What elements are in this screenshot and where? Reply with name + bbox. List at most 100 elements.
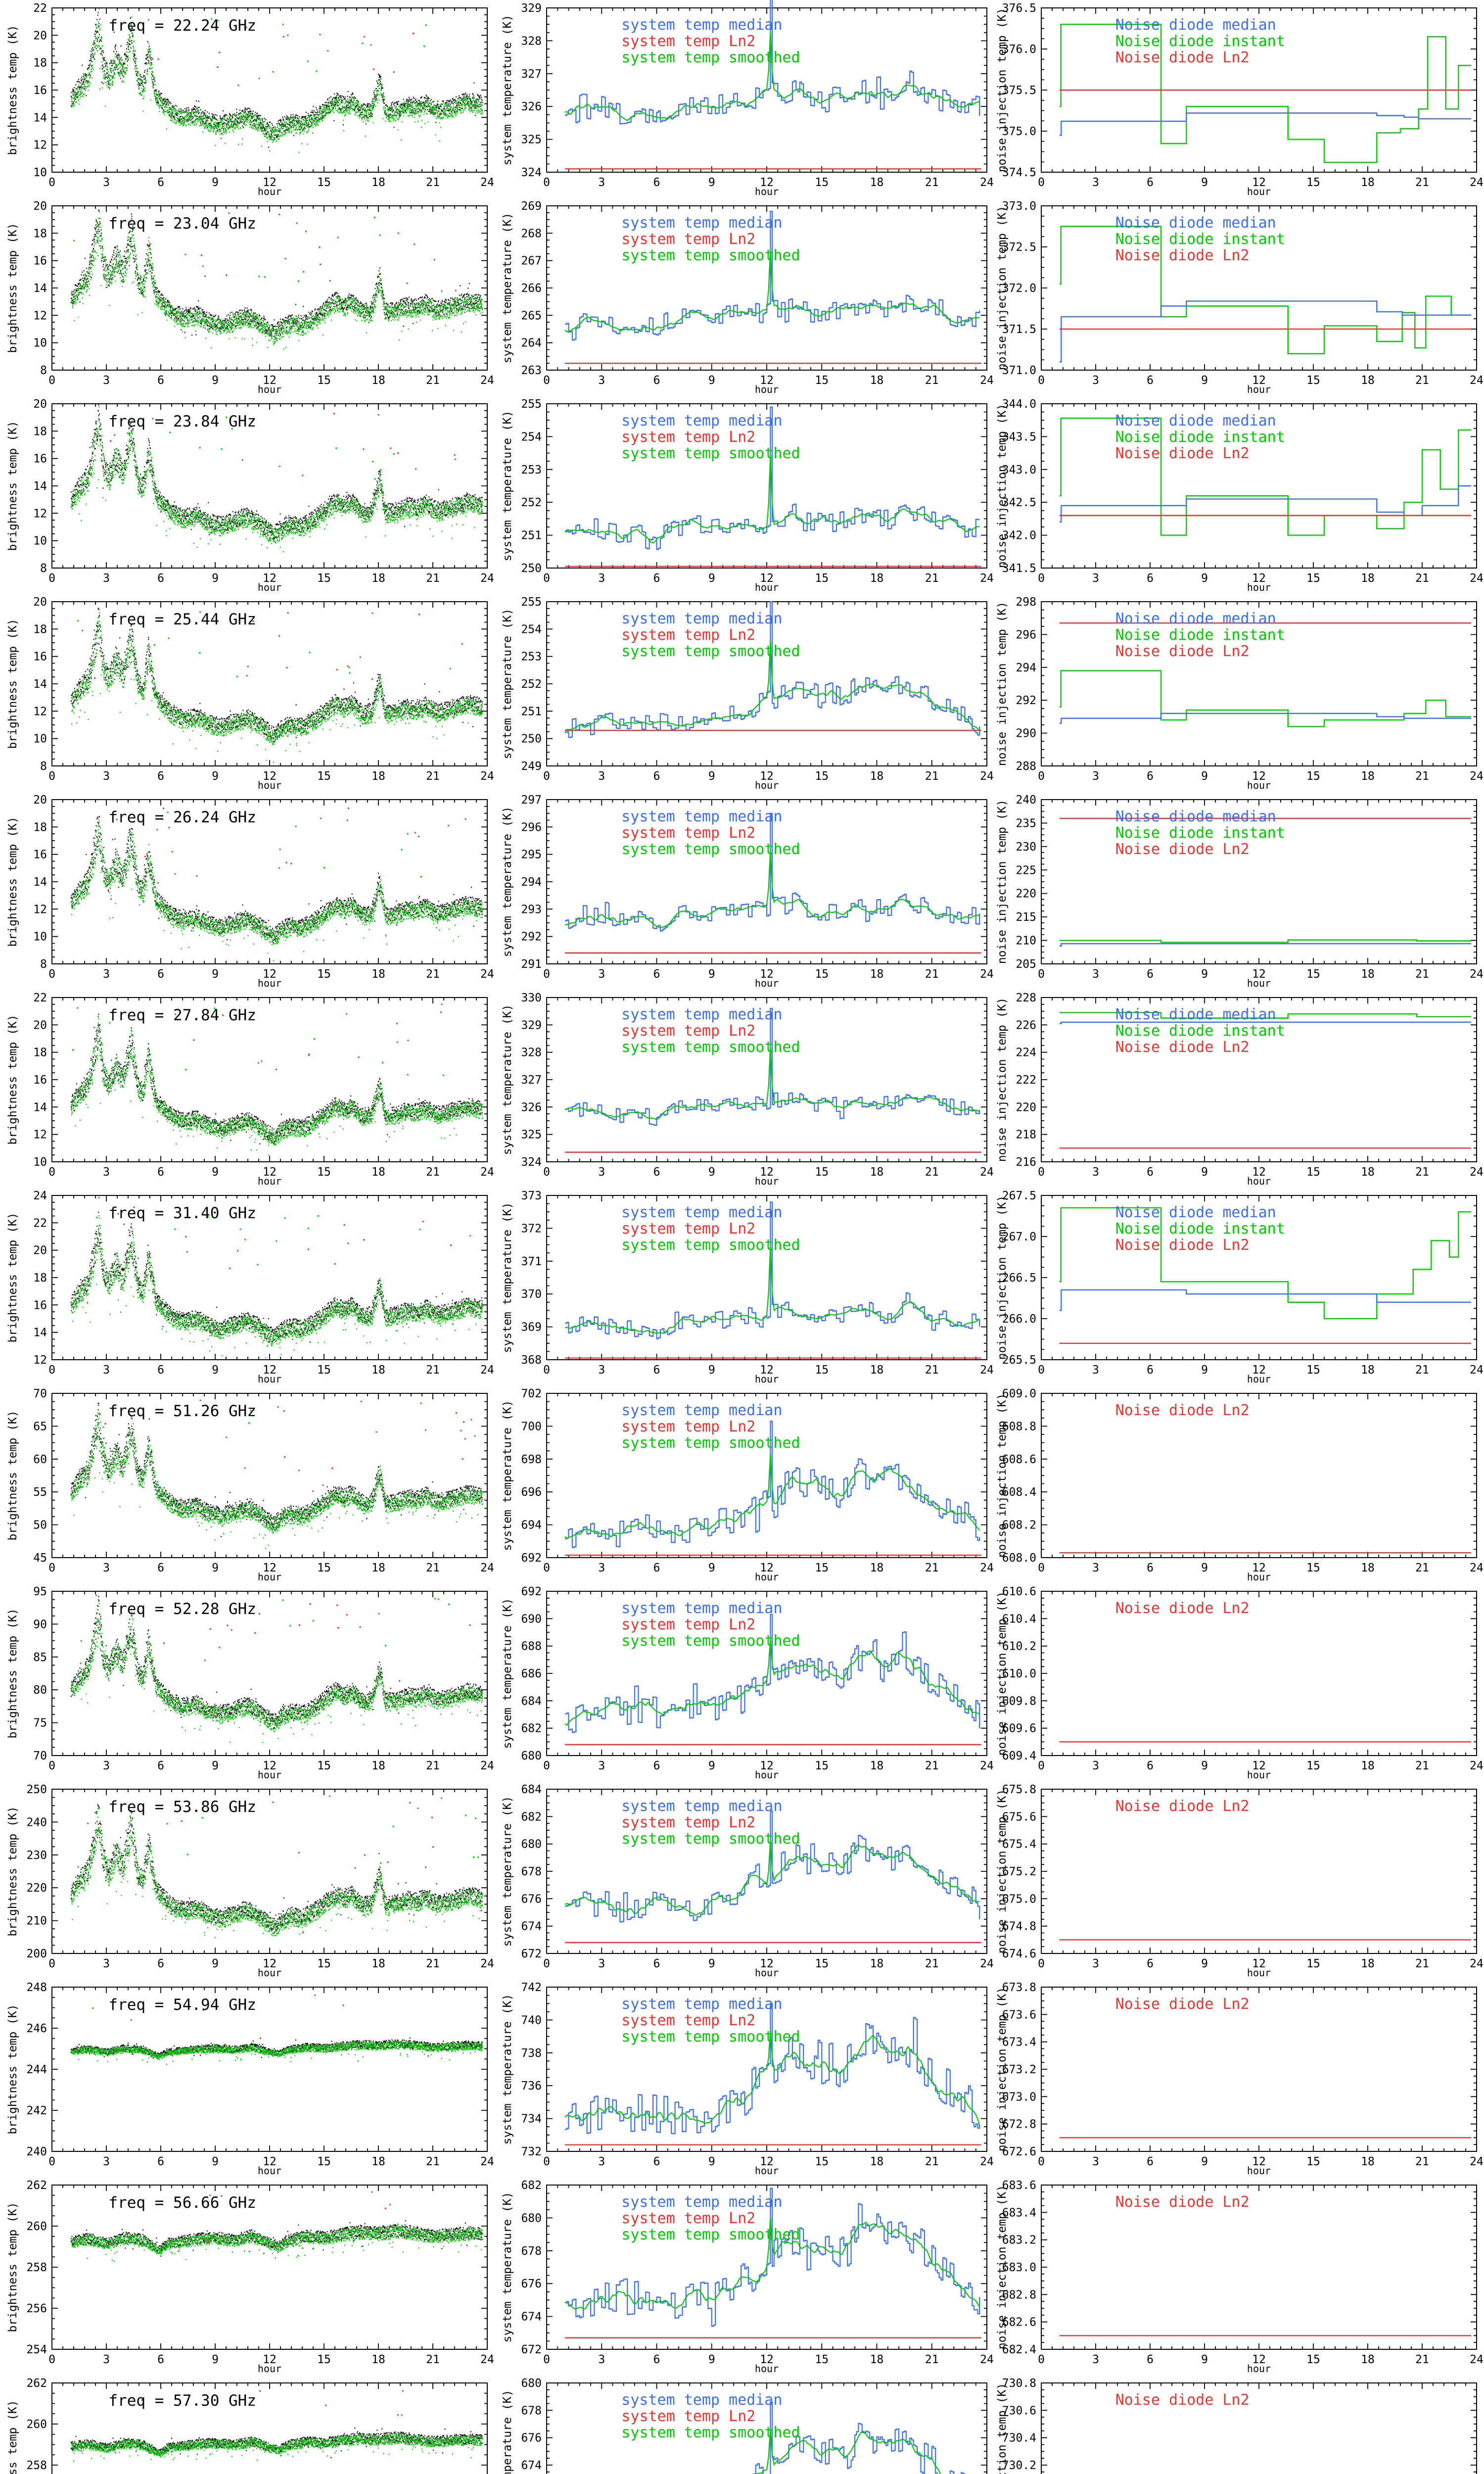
tick-label: 12 <box>33 139 47 152</box>
tick-label: 609.0 <box>1002 1387 1036 1400</box>
tick-label: 9 <box>708 1562 715 1574</box>
x-axis-label: hour <box>258 581 281 593</box>
tick-label: 3 <box>598 968 605 981</box>
tick-label: 21 <box>426 968 440 981</box>
tick-label: 15 <box>1306 1166 1320 1179</box>
tick-label: 9 <box>708 1957 715 1970</box>
series-systemp-smoothed <box>564 1639 980 1726</box>
tick-label: 0 <box>1038 2353 1045 2366</box>
tick-label: 6 <box>1147 770 1154 783</box>
tick-label: 21 <box>426 572 440 585</box>
tick-label: 324 <box>521 1156 542 1169</box>
tick-label: 684 <box>521 1695 542 1708</box>
tick-label: 698 <box>521 1453 542 1466</box>
series-systemp-median <box>565 2188 980 2327</box>
tick-label: 15 <box>815 1760 829 1772</box>
tick-label: 9 <box>708 572 715 585</box>
tick-label: 12 <box>1252 1760 1266 1772</box>
tick-label: 260 <box>26 2418 47 2431</box>
legend-entry: system temp median <box>621 2391 782 2409</box>
tick-label: 18 <box>33 425 47 438</box>
tick-label: 696 <box>521 1486 542 1499</box>
tick-label: 90 <box>33 1618 47 1631</box>
x-axis-label: hour <box>1247 2363 1271 2375</box>
tick-label: 15 <box>317 374 331 387</box>
tick-label: 21 <box>1415 374 1429 387</box>
tick-label: 12 <box>263 2155 277 2168</box>
plot-r3-right: 0 3 6 9 12 15 18 21 24 341.5 342.0 342.5 343.0 343.5 3… <box>996 398 1484 593</box>
tick-label: 329 <box>521 1019 542 1032</box>
freq-label: freq = 53.86 GHz <box>108 1798 256 1816</box>
tick-label: 742 <box>521 1981 542 1994</box>
axis-ticks <box>546 1591 987 1756</box>
tick-label: 609.6 <box>1002 1722 1036 1735</box>
y-axis-label: system temperature (K) <box>501 2192 514 2343</box>
series-noisediode-instant <box>1059 670 1471 727</box>
tick-label: 14 <box>33 282 47 295</box>
channel-row-54.94: 0 3 6 9 12 15 18 21 24 240 242 244 246 248 hour brightn… <box>0 1979 1484 2177</box>
channel-row-57.30: 03691215182124254256258260262hourbrightn… <box>0 2375 1484 2474</box>
series-black-dots <box>70 1804 483 1934</box>
axis-ticks <box>51 1393 488 1558</box>
legend-entry: system temp smoothed <box>621 1039 800 1056</box>
tick-label: 6 <box>1147 374 1154 387</box>
tick-label: 12 <box>263 1562 277 1574</box>
legend-entry: system temp smoothed <box>621 2226 800 2243</box>
tick-label: 258 <box>26 2261 47 2274</box>
tick-label: 292 <box>521 931 542 944</box>
series-systemp-median <box>565 1614 980 1733</box>
tick-label: 9 <box>212 374 219 387</box>
tick-label: 375.5 <box>1002 84 1036 97</box>
freq-label: freq = 26.24 GHz <box>108 809 256 826</box>
series-green-dots <box>71 1215 483 1358</box>
tick-label: 205 <box>1016 958 1036 971</box>
x-axis-label: hour <box>258 1571 281 1583</box>
tick-label: 3 <box>598 1957 605 1970</box>
axis-ticks <box>1041 7 1477 173</box>
series-black-dots <box>70 1013 483 1144</box>
tick-label: 3 <box>1092 2353 1099 2366</box>
tick-label: 676 <box>521 2432 542 2445</box>
tick-label: 730.6 <box>1002 2404 1036 2417</box>
tick-label: 610.6 <box>1002 1585 1036 1598</box>
legend-entry: system temp smoothed <box>621 1434 800 1452</box>
outlier-red-dots <box>149 212 435 285</box>
legend-entry: system temp Ln2 <box>621 824 755 842</box>
tick-label: 21 <box>925 1562 939 1574</box>
tick-label: 12 <box>1252 2353 1266 2366</box>
tick-label: 252 <box>521 496 542 509</box>
tick-label: 95 <box>33 1585 47 1598</box>
tick-label: 6 <box>653 176 660 189</box>
tick-label: 0 <box>48 572 55 585</box>
axis-ticks <box>1041 799 1477 964</box>
plot-r5-left: 0 3 6 9 12 15 18 21 24 8 10 12 14 16 18 20 hour brightnes… <box>6 794 494 989</box>
tick-label: 674.6 <box>1002 1948 1036 1960</box>
tick-label: 252 <box>521 678 542 691</box>
tick-label: 200 <box>26 1948 47 1960</box>
tick-label: 18 <box>371 2155 385 2168</box>
legend-entry: system temp smoothed <box>621 1632 800 1650</box>
tick-label: 610.4 <box>1002 1613 1036 1625</box>
tick-label: 24 <box>480 2353 494 2366</box>
axis-box <box>1041 1789 1477 1954</box>
tick-label: 296 <box>521 821 542 834</box>
tick-label: 3 <box>598 572 605 585</box>
tick-label: 18 <box>33 1047 47 1059</box>
legend-entry: system temp Ln2 <box>621 1814 755 1831</box>
tick-label: 732 <box>521 2145 542 2158</box>
tick-label: 672.8 <box>1002 2118 1036 2131</box>
legend-entry: system temp smoothed <box>621 643 800 660</box>
tick-label: 9 <box>212 176 219 189</box>
tick-label: 15 <box>317 2353 331 2366</box>
tick-label: 18 <box>870 1364 884 1377</box>
tick-label: 9 <box>212 1562 219 1574</box>
legend-entry: system temp smoothed <box>621 841 800 858</box>
tick-label: 9 <box>708 2353 715 2366</box>
tick-label: 262 <box>26 2179 47 2192</box>
plot-r8-left: 0 3 6 9 12 15 18 21 24 45 50 55 60 65 70 hour brightness… <box>6 1387 494 1583</box>
freq-label: freq = 57.30 GHz <box>108 2392 256 2410</box>
tick-label: 15 <box>317 968 331 981</box>
y-axis-label: brightness temp (K) <box>6 1608 19 1738</box>
axis-ticks <box>51 2185 488 2350</box>
tick-label: 18 <box>1361 1760 1375 1772</box>
